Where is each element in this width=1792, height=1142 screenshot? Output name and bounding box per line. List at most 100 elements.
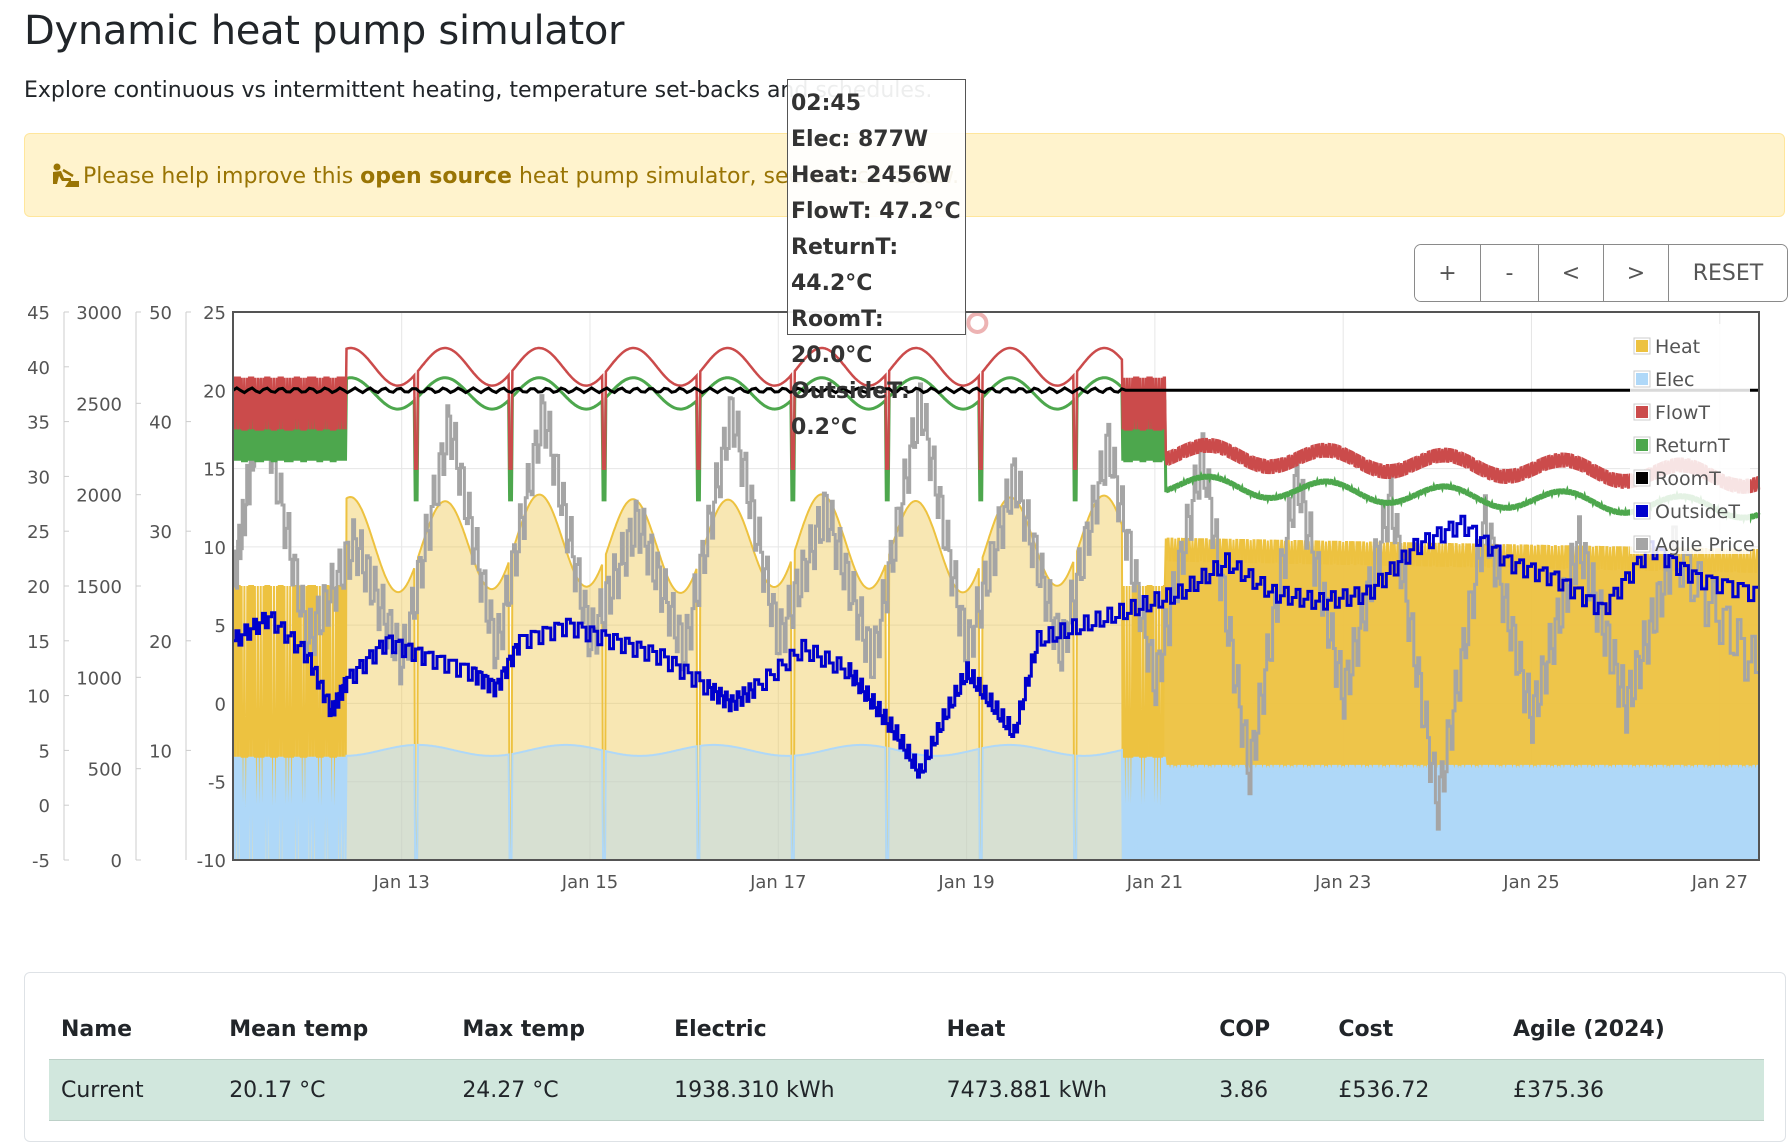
y-tick-label-price: 20: [27, 577, 50, 598]
y-tick-label-flow: 50: [149, 303, 172, 324]
chart-controls: + - < > RESET: [1414, 244, 1788, 302]
y-tick-label-flow: 40: [149, 413, 172, 434]
y-tick-label-power: 500: [88, 760, 122, 781]
tooltip-outsidet: OutsideT: 0.2°C: [791, 379, 910, 440]
flow-temp-line: [232, 346, 1761, 494]
y-tick-label-temp: 5: [215, 616, 226, 637]
y-tick-label-flow: 10: [149, 741, 172, 762]
plot-border: [232, 311, 1760, 861]
table-cell: Current: [49, 1059, 218, 1121]
heat-pump-chart[interactable]: -505101520253035404505001000150020002500…: [0, 290, 1792, 910]
table-cell: 1938.310 kWh: [662, 1059, 935, 1121]
y-tick-label-temp: 0: [215, 694, 226, 715]
y-tick-label-power: 1000: [76, 668, 122, 689]
x-tick-label: Jan 25: [1502, 872, 1559, 893]
y-tick-label-price: 30: [27, 467, 50, 488]
results-table: Name Mean temp Max temp Electric Heat COP Cost…: [49, 999, 1764, 1121]
legend-swatch-outsidet: [1636, 505, 1648, 517]
outside-temp-line: [233, 514, 1759, 779]
y-tick-label-power: 3000: [76, 303, 122, 324]
y-tick-label-temp: -10: [197, 851, 226, 872]
legend-swatch-elec: [1636, 373, 1648, 385]
table-cell: 20.17 °C: [217, 1059, 451, 1121]
pan-left-button[interactable]: <: [1539, 245, 1604, 301]
elec-area: [233, 744, 1123, 860]
y-tick-label-price: 45: [27, 303, 50, 324]
x-tick-label: Jan 15: [561, 872, 618, 893]
column-header-cop: COP: [1219, 1016, 1271, 1042]
elec-area-continuous: [1122, 757, 1759, 860]
tooltip-time: 02:45: [791, 91, 862, 116]
y-tick-label-temp: 15: [203, 460, 226, 481]
legend-swatch-flowt: [1636, 406, 1648, 418]
x-tick-label: Jan 19: [937, 872, 994, 893]
legend-label-roomt: RoomT: [1655, 468, 1721, 490]
y-tick-label-price: -5: [32, 851, 50, 872]
x-tick-label: Jan 27: [1691, 872, 1748, 893]
hover-point-marker: [966, 311, 989, 334]
table-cell: £375.36: [1500, 1059, 1764, 1121]
chart-tooltip: 02:45 Elec: 877W Heat: 2456W FlowT: 47.2…: [787, 79, 966, 440]
return-temp-line: [232, 376, 1761, 525]
agile-price-line: [232, 378, 1759, 831]
elec-line: [233, 743, 1760, 861]
page-title: Dynamic heat pump simulator: [24, 8, 625, 54]
reset-button[interactable]: RESET: [1669, 245, 1787, 301]
table-cell: 7473.881 kWh: [934, 1059, 1208, 1121]
column-header-cost: Cost: [1338, 1016, 1394, 1042]
y-tick-label-price: 35: [27, 413, 50, 434]
column-header-agile-2024: Agile (2024): [1512, 1016, 1665, 1042]
x-tick-label: Jan 13: [372, 872, 429, 893]
y-tick-label-price: 40: [27, 358, 50, 379]
legend-label-returnt: ReturnT: [1655, 435, 1730, 457]
legend-swatch-roomt: [1636, 472, 1648, 484]
y-tick-label-flow: 30: [149, 522, 172, 543]
legend-label-outsidet: OutsideT: [1655, 501, 1740, 523]
page-subtitle: Explore continuous vs intermittent heati…: [24, 78, 933, 103]
alert-text-before: Please help improve this: [83, 164, 361, 189]
results-header-row: Name Mean temp Max temp Electric Heat COP Cost…: [49, 999, 1764, 1060]
legend-swatch-returnt: [1636, 439, 1648, 451]
open-source-link[interactable]: open source: [360, 164, 512, 189]
legend-label-flowt: FlowT: [1655, 402, 1710, 424]
table-cell: 3.86: [1207, 1059, 1327, 1121]
x-tick-label: Jan 21: [1126, 872, 1183, 893]
table-cell: 24.27 °C: [450, 1059, 663, 1121]
chart-legend: Heat Elec FlowT ReturnT RoomT OutsideT Agile P…: [1630, 324, 1755, 556]
person-digging-icon: [49, 162, 79, 188]
tooltip-heat: Heat: 2456W: [791, 163, 952, 188]
table-row[interactable]: Current 20.17 °C 24.27 °C 1938.310 kWh 7473.…: [49, 1059, 1764, 1121]
legend-swatch-heat: [1636, 340, 1648, 352]
zoom-in-button[interactable]: +: [1415, 245, 1481, 301]
legend-swatch-agile-price: [1636, 538, 1648, 550]
x-tick-label: Jan 17: [749, 872, 806, 893]
y-tick-label-price: 10: [27, 687, 50, 708]
y-tick-label-power: 2000: [76, 486, 122, 507]
legend-label-elec: Elec: [1655, 369, 1694, 391]
y-tick-label-temp: 10: [203, 538, 226, 559]
column-header-mean-temp: Mean temp: [229, 1016, 369, 1042]
y-tick-label-power: 0: [111, 851, 122, 872]
y-tick-label-price: 15: [27, 632, 50, 653]
tooltip-elec: Elec: 877W: [791, 127, 929, 152]
zoom-out-button[interactable]: -: [1481, 245, 1539, 301]
y-tick-label-temp: 25: [203, 303, 226, 324]
y-tick-label-temp: -5: [208, 773, 226, 794]
y-tick-label-power: 1500: [76, 577, 122, 598]
y-tick-label-flow: 20: [149, 632, 172, 653]
tooltip-returnt: ReturnT: 44.2°C: [791, 235, 899, 296]
legend-label-agile-price: Agile Price: [1655, 534, 1755, 556]
y-tick-label-price: 5: [39, 741, 50, 762]
heat-area: [233, 494, 1123, 860]
column-header-heat: Heat: [946, 1016, 1006, 1042]
y-tick-label-price: 25: [27, 522, 50, 543]
results-panel: Name Mean temp Max temp Electric Heat COP Cost…: [24, 972, 1786, 1142]
table-cell: £536.72: [1326, 1059, 1501, 1121]
y-tick-label-temp: 20: [203, 381, 226, 402]
column-header-name: Name: [61, 1016, 133, 1042]
y-tick-label-power: 2500: [76, 394, 122, 415]
x-tick-label: Jan 23: [1314, 872, 1371, 893]
y-tick-label-price: 0: [39, 796, 50, 817]
pan-right-button[interactable]: >: [1604, 245, 1669, 301]
tooltip-roomt: RoomT: 20.0°C: [791, 307, 884, 368]
